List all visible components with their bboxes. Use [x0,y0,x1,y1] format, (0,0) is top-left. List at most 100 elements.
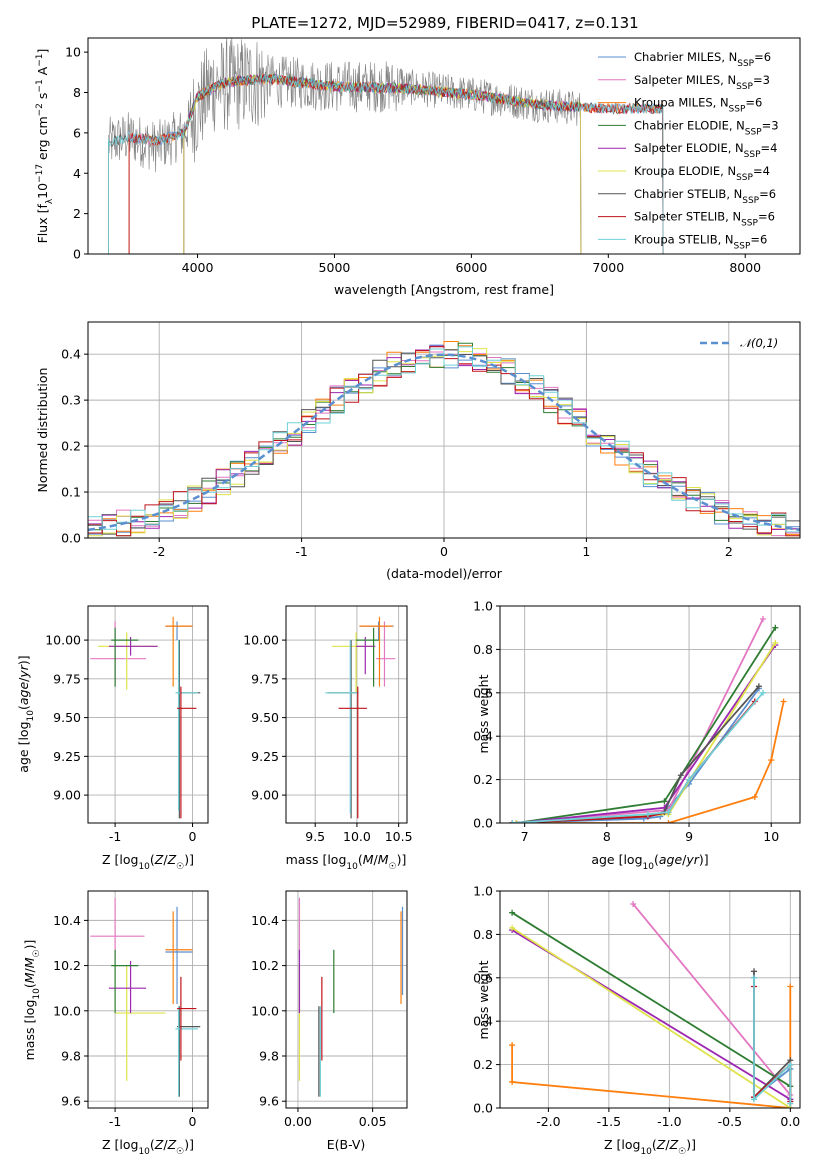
point-0 [90,897,145,959]
y-tick-label: 10.0 [251,1003,279,1018]
weight-marker [661,798,668,805]
point-8 [177,976,197,1061]
weight-line-6 [512,685,760,823]
y-tick-label: 0.8 [473,927,493,942]
y-tick-label: 0.4 [473,729,493,744]
point-1 [331,632,374,693]
axes-frame [87,37,801,255]
y-axis-label: Normed distribution [35,368,50,493]
point-3 [111,627,139,687]
x-tick-label: 7 [521,829,529,844]
weight-marker [665,809,672,816]
x-tick-label: 0 [440,544,448,559]
x-tick-label: 0 [189,1114,197,1129]
point-7 [175,640,198,811]
y-tick-label: 1.0 [473,599,493,614]
y-tick-label: 0.4 [473,1014,493,1029]
x-tick-label: 8000 [729,260,761,275]
panel-mass_vs_ebv: 0.00 0.05 9.6 9.8 10.0 10.2 10.4 E(B-V) [251,890,408,1152]
y-axis-label: age [log10(age/yr)] [16,655,36,772]
y-tick-label: 9.00 [53,788,81,803]
weight-marker [665,820,672,823]
weight-marker [751,793,758,800]
y-tick-label: 9.25 [251,749,279,764]
point-1 [115,965,166,1081]
plot-area [298,897,404,1097]
weight-marker [780,698,787,705]
axes-frame [285,890,408,1109]
x-tick-label: 9 [685,829,693,844]
y-tick-label: 9.6 [61,1094,81,1109]
x-tick-label: 4000 [182,260,214,275]
point-8 [177,686,197,819]
weight-marker [760,616,767,623]
x-axis-label: wavelength [Angstrom, rest frame] [334,282,554,297]
x-tick-label: 10.5 [385,829,413,844]
y-tick-label: 1.0 [473,884,493,899]
x-tick-label: -1 [295,544,307,559]
axes-frame [499,890,801,1109]
y-tick-label: 0.2 [473,772,493,787]
weight-marker [509,1078,516,1085]
y-tick-label: 9.50 [53,710,81,725]
weight-line-8 [512,692,764,823]
legend-entry: Kroupa STELIB, NSSP=6 [634,232,767,251]
x-axis-label: mass [log10(M/M☉)] [286,852,407,872]
weight-marker [772,624,779,631]
y-axis-label: mass weight [476,674,491,753]
x-tick-label: 1 [582,544,590,559]
panel-residuals: -2 -1 0 1 2 0.0 0.1 0.2 0.3 0.4 𝒩(0,1) (data-model)… [35,321,801,581]
axes-frame [87,605,209,824]
axes-frame [285,605,408,824]
y-tick-label: 0.0 [473,816,493,831]
weight-line-2 [511,986,792,1108]
y-tick-label: 4 [73,166,81,181]
weight-marker [686,776,693,783]
x-tick-label: -2.0 [536,1114,560,1129]
y-tick-label: 0.4 [61,347,81,362]
y-tick-label: 0.2 [61,439,81,454]
plot-area [88,341,800,537]
point-5 [165,616,193,687]
y-tick-label: 0.1 [61,485,81,500]
plot-area [509,901,794,1108]
point-5 [165,911,193,1005]
legend-entry: Salpeter ELODIE, NSSP=4 [634,141,777,160]
weight-marker [509,1042,516,1049]
panel-age_vs_mass: 9.5 10.0 10.5 9.00 9.25 9.50 9.75 10.00 mass [lo… [243,605,413,872]
y-tick-label: 9.00 [251,788,279,803]
y-tick-label: 0.6 [473,685,493,700]
legend-entry: Chabrier STELIB, NSSP=6 [634,187,776,206]
x-tick-label: 6000 [455,260,487,275]
gaussian-curve [88,353,800,532]
weight-marker [772,639,779,646]
y-tick-label: 0 [73,247,81,262]
y-tick-label: 10.00 [243,633,279,648]
y-axis-label: Flux [fλ10−17 erg cm−2 s−1 A−1] [35,49,55,244]
plot-area [325,616,396,819]
x-tick-label: -0.5 [718,1114,742,1129]
y-tick-label: 10.4 [53,913,81,928]
y-axis-label: mass weight [476,960,491,1039]
y-tick-label: 9.25 [53,749,81,764]
x-axis-label: E(B-V) [327,1137,366,1152]
point-3 [356,627,380,687]
legend-entry: Salpeter MILES, NSSP=3 [634,73,770,92]
weight-line-1 [632,903,791,1096]
y-tick-label: 9.6 [259,1094,279,1109]
panel-mass_vs_Z: -1 0 9.6 9.8 10.0 10.2 10.4 Z [log10(Z/Z☉)] mass… [22,890,209,1157]
x-tick-label: 0.0 [780,1114,800,1129]
panel-weight_vs_Z: -2.0 -1.5 -1.0 -0.5 0.0 0.0 0.2 0.4 0.6 0.8 1.0 Z [… [473,884,801,1157]
point-5 [359,616,393,687]
weight-marker [509,924,516,931]
point-4 [165,621,193,641]
weight-line-7 [512,700,756,823]
legend-entry: Kroupa ELODIE, NSSP=4 [634,164,770,183]
legend: Chabrier MILES, NSSP=6 Salpeter MILES, NS… [598,50,779,251]
point-4 [165,906,193,1005]
plot-area [90,616,201,819]
point-8 [338,686,367,819]
weight-marker [644,811,651,818]
weight-line-2 [512,701,785,823]
point-1 [98,632,158,690]
